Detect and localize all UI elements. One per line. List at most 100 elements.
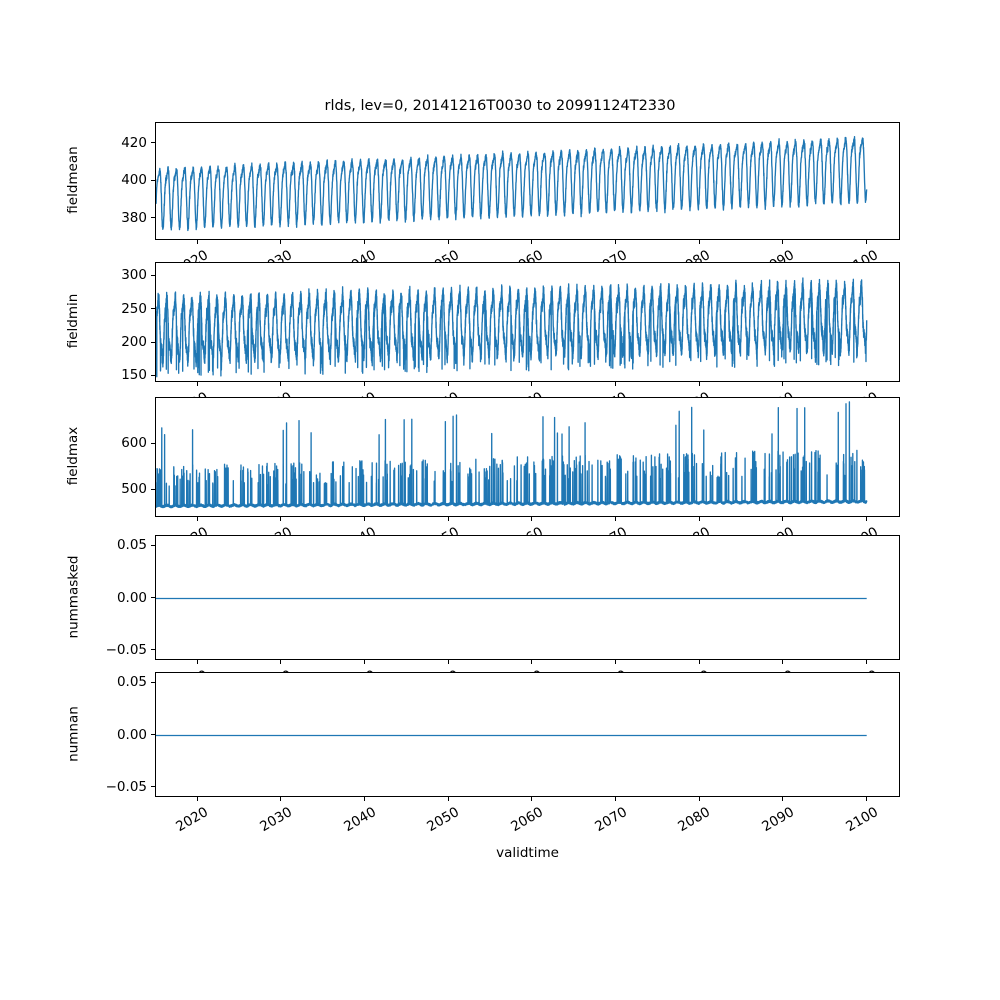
x-tick-mark-fieldmin-7	[782, 382, 784, 386]
x-tick-label-fieldmean-0: 2020	[99, 247, 211, 262]
y-tick-mark-numnan-2	[151, 681, 155, 683]
y-tick-label-fieldmin-2: 250	[121, 300, 147, 317]
x-tick-mark-numnan-6	[698, 797, 700, 801]
y-tick-mark-fieldmin-0	[151, 374, 155, 376]
x-tick-mark-numnan-8	[866, 797, 868, 801]
y-tick-label-fieldmean-0: 380	[121, 209, 147, 226]
x-tick-mark-fieldmax-4	[531, 517, 533, 521]
y-tick-label-nummasked-0: −0.05	[105, 641, 147, 658]
x-tick-mark-fieldmean-1	[280, 240, 282, 244]
y-tick-mark-nummasked-1	[151, 597, 155, 599]
subplot-fieldmin	[155, 262, 900, 382]
figure-title: rlds, lev=0, 20141216T0030 to 20991124T2…	[324, 98, 676, 114]
y-tick-label-fieldmax-1: 600	[121, 435, 147, 452]
x-tick-mark-numnan-2	[364, 797, 366, 801]
y-tick-mark-fieldmin-2	[151, 308, 155, 310]
x-tick-mark-fieldmean-5	[615, 240, 617, 244]
y-axis-label-fieldmean: fieldmean	[65, 146, 81, 214]
subplot-nummasked	[155, 535, 900, 660]
x-tick-mark-fieldmax-2	[364, 517, 366, 521]
y-tick-label-nummasked-2: 0.05	[116, 537, 147, 554]
x-tick-mark-numnan-7	[782, 797, 784, 801]
data-line-numnan	[156, 734, 867, 737]
y-tick-label-fieldmin-1: 200	[121, 334, 147, 350]
plot-area-fieldmean	[156, 123, 899, 239]
x-tick-mark-nummasked-7	[782, 660, 784, 664]
x-axis-label: validtime	[496, 845, 559, 861]
x-tick-mark-fieldmax-1	[280, 517, 282, 521]
x-tick-mark-nummasked-0	[196, 660, 198, 664]
x-tick-mark-numnan-5	[615, 797, 617, 801]
y-tick-mark-fieldmax-0	[151, 488, 155, 490]
x-tick-mark-fieldmax-0	[196, 517, 198, 521]
y-tick-label-fieldmax-0: 500	[121, 481, 147, 498]
x-tick-mark-fieldmax-6	[698, 517, 700, 521]
x-tick-mark-nummasked-5	[615, 660, 617, 664]
x-tick-mark-nummasked-3	[447, 660, 449, 664]
y-axis-label-fieldmin: fieldmin	[65, 293, 81, 349]
x-tick-mark-fieldmean-4	[531, 240, 533, 244]
y-tick-label-numnan-2: 0.05	[116, 674, 147, 691]
x-tick-mark-numnan-0	[196, 797, 198, 801]
y-axis-label-numnan: numnan	[65, 705, 81, 762]
subplot-fieldmean	[155, 122, 900, 240]
x-tick-mark-fieldmax-3	[447, 517, 449, 521]
y-tick-mark-nummasked-0	[151, 649, 155, 651]
data-line-fieldmin	[156, 277, 868, 378]
y-tick-label-fieldmean-2: 420	[121, 134, 147, 151]
x-tick-mark-nummasked-2	[364, 660, 366, 664]
x-tick-mark-fieldmean-2	[364, 240, 366, 244]
y-tick-label-fieldmin-3: 300	[121, 267, 147, 284]
x-tick-mark-fieldmin-8	[866, 382, 868, 386]
x-tick-label-fieldmin-0: 2020	[99, 389, 211, 397]
plot-area-nummasked	[156, 536, 899, 659]
y-axis-label-fieldmax: fieldmax	[65, 426, 81, 486]
y-tick-label-numnan-1: 0.00	[116, 726, 147, 743]
y-tick-mark-fieldmean-0	[151, 217, 155, 219]
y-tick-mark-numnan-0	[151, 786, 155, 788]
y-tick-mark-fieldmin-1	[151, 341, 155, 343]
subplot-numnan	[155, 672, 900, 797]
y-tick-mark-fieldmin-3	[151, 274, 155, 276]
y-tick-mark-fieldmean-2	[151, 142, 155, 144]
y-tick-mark-nummasked-2	[151, 544, 155, 546]
y-axis-label-nummasked: nummasked	[65, 555, 81, 638]
x-tick-mark-nummasked-8	[866, 660, 868, 664]
x-tick-mark-fieldmax-7	[782, 517, 784, 521]
x-tick-mark-numnan-1	[280, 797, 282, 801]
data-line-nummasked	[156, 597, 867, 600]
y-tick-label-fieldmean-1: 400	[121, 172, 147, 189]
x-tick-mark-nummasked-1	[280, 660, 282, 664]
x-tick-mark-fieldmean-6	[698, 240, 700, 244]
y-tick-mark-fieldmean-1	[151, 179, 155, 181]
subplot-fieldmax	[155, 397, 900, 517]
plot-area-fieldmax	[156, 398, 899, 516]
plot-area-fieldmin	[156, 263, 899, 381]
data-line-fieldmean	[156, 135, 868, 232]
x-tick-mark-fieldmin-4	[531, 382, 533, 386]
x-tick-mark-fieldmin-1	[280, 382, 282, 386]
x-tick-mark-fieldmin-6	[698, 382, 700, 386]
x-tick-mark-fieldmin-3	[447, 382, 449, 386]
x-tick-mark-fieldmax-5	[615, 517, 617, 521]
x-tick-mark-fieldmean-7	[782, 240, 784, 244]
x-tick-mark-fieldmin-5	[615, 382, 617, 386]
x-tick-label-fieldmax-0: 2020	[99, 524, 211, 535]
x-tick-mark-fieldmean-3	[447, 240, 449, 244]
y-tick-label-fieldmin-0: 150	[121, 367, 147, 384]
y-tick-mark-fieldmax-1	[151, 442, 155, 444]
data-line-fieldmax	[156, 401, 868, 509]
y-tick-mark-numnan-1	[151, 734, 155, 736]
x-tick-mark-numnan-4	[531, 797, 533, 801]
x-tick-mark-fieldmean-0	[196, 240, 198, 244]
x-tick-mark-fieldmin-2	[364, 382, 366, 386]
x-tick-mark-numnan-3	[447, 797, 449, 801]
x-tick-mark-fieldmean-8	[866, 240, 868, 244]
x-tick-mark-nummasked-6	[698, 660, 700, 664]
plot-area-numnan	[156, 673, 899, 796]
x-tick-mark-nummasked-4	[531, 660, 533, 664]
